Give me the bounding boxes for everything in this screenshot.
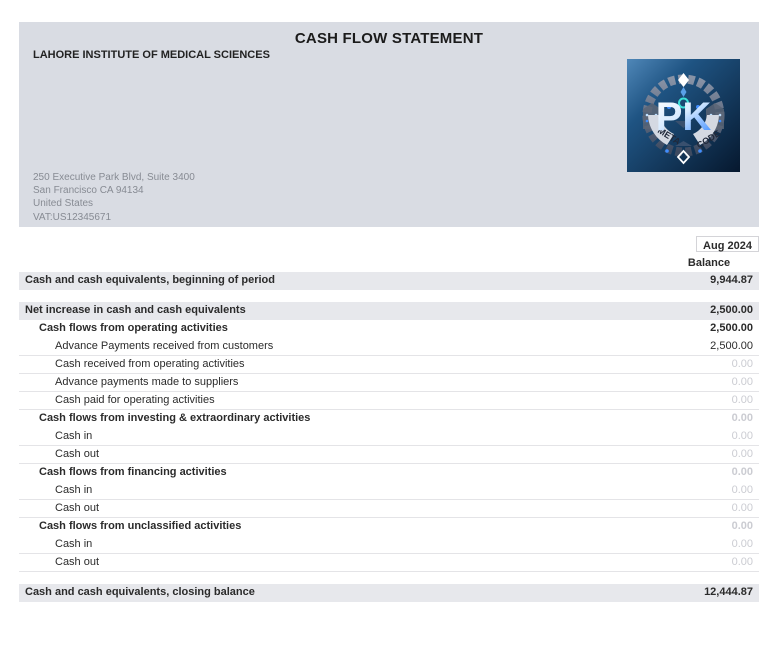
svg-text:PK: PK: [656, 95, 712, 139]
